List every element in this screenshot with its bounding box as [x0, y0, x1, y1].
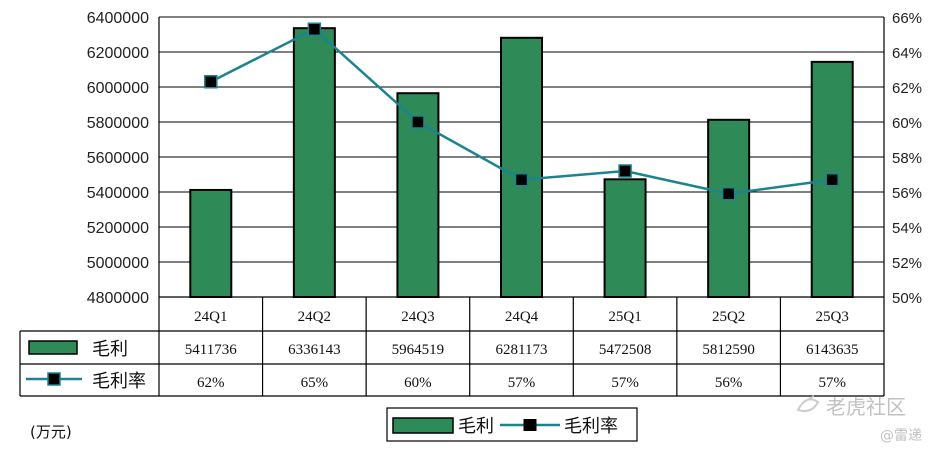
y-axis-right: 50% 52% 54% 56% 58% 60% 62% 64% 66%: [892, 10, 922, 307]
row-key-line-marker: [47, 372, 61, 386]
line-point: [514, 173, 529, 187]
margin-value-label: 62%: [197, 375, 225, 391]
watermark: 老虎社区 @雷递: [796, 395, 922, 444]
y-right-tick-label: 60%: [892, 115, 922, 132]
line-point: [411, 115, 425, 129]
margin-value-label: 65%: [301, 375, 329, 391]
legend-line-label: 毛利率: [564, 416, 618, 437]
line-point: [204, 75, 218, 89]
legend: 毛利 毛利率: [386, 407, 638, 442]
margin-value-label: 60%: [404, 375, 432, 391]
y-left-tick-label: 5400000: [87, 185, 149, 202]
bar: [707, 118, 751, 298]
y-right-tick-label: 54%: [892, 220, 922, 237]
line-series-gross-margin: [204, 22, 839, 201]
bar: [603, 178, 647, 298]
category-label: 24Q2: [298, 309, 331, 325]
bar-series-gross-profit: [189, 27, 854, 299]
category-label: 25Q2: [712, 309, 745, 325]
margin-value-label: 57%: [818, 375, 846, 391]
row-label-gross-margin: 毛利率: [92, 371, 146, 392]
y-left-tick-label: 4800000: [87, 290, 149, 307]
y-axis-left: 4800000 5000000 5200000 5400000 5600000 58000…: [87, 10, 149, 307]
category-label: 24Q3: [401, 309, 434, 325]
category-label: 25Q1: [608, 309, 641, 325]
line-point: [307, 22, 322, 36]
line-point: [618, 164, 632, 178]
margin-value-label: 57%: [508, 375, 536, 391]
unit-label: (万元): [30, 423, 72, 441]
bar-value-label: 6336143: [288, 342, 341, 358]
y-right-tick-label: 62%: [892, 80, 922, 97]
bar-value-label: 6281173: [496, 342, 548, 358]
watermark-logo-icon: [796, 395, 820, 412]
bar-value-label: 5411736: [185, 342, 237, 358]
row-key-bar-swatch: [28, 340, 78, 355]
y-right-tick-label: 56%: [892, 185, 922, 202]
legend-bar-label: 毛利: [458, 416, 494, 437]
bar: [292, 27, 336, 298]
bar-value-label: 5472508: [599, 342, 652, 358]
y-right-tick-label: 50%: [892, 290, 922, 307]
y-left-tick-label: 6200000: [87, 45, 149, 62]
data-table: 24Q1 5411736 62% 24Q2 6336143 65% 24Q3 5964519 6…: [19, 17, 885, 397]
bar: [189, 188, 233, 298]
category-label: 24Q4: [505, 309, 539, 325]
category-label: 24Q1: [194, 309, 227, 325]
y-left-tick-label: 5600000: [87, 150, 149, 167]
line-point: [825, 173, 839, 187]
y-left-tick-label: 6000000: [87, 80, 149, 97]
y-right-tick-label: 66%: [892, 10, 922, 27]
y-left-tick-label: 5000000: [87, 255, 149, 272]
y-left-tick-label: 5800000: [87, 115, 149, 132]
y-right-tick-label: 64%: [892, 45, 922, 62]
margin-value-label: 56%: [715, 375, 743, 391]
watermark-brand: 老虎社区: [826, 395, 906, 419]
margin-value-label: 57%: [611, 375, 639, 391]
y-right-tick-label: 52%: [892, 255, 922, 272]
category-label: 25Q3: [816, 309, 849, 325]
y-left-tick-label: 5200000: [87, 220, 149, 237]
y-right-tick-label: 58%: [892, 150, 922, 167]
y-left-tick-label: 6400000: [87, 10, 149, 27]
bar: [500, 36, 543, 298]
legend-bar-swatch: [392, 417, 454, 434]
watermark-author: @雷递: [880, 428, 922, 444]
row-label-gross-profit: 毛利: [92, 339, 128, 360]
bar-value-label: 6143635: [806, 342, 859, 358]
bar-value-label: 5812590: [702, 342, 755, 358]
bar-value-label: 5964519: [392, 342, 445, 358]
legend-line-marker: [523, 419, 537, 431]
line-point: [721, 187, 736, 201]
